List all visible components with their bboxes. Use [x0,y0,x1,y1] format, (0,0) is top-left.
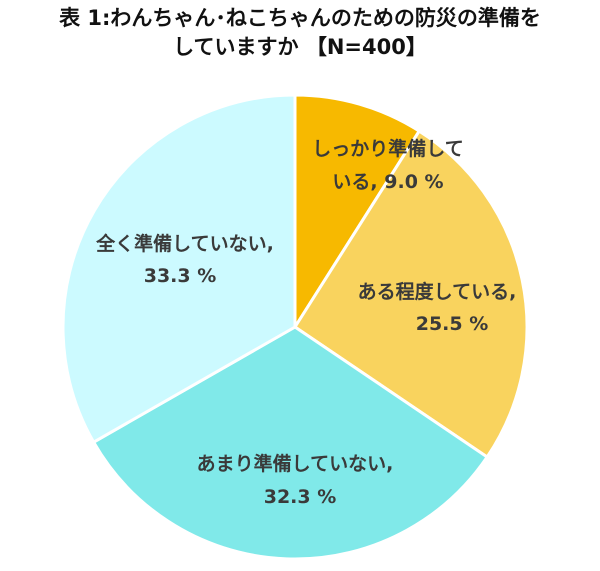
title-line-2: していますか 【N=400】 [173,35,427,59]
data-label: しっかり準備して [312,137,463,160]
pie-slice [293,93,422,333]
pie-slice [91,325,490,561]
data-label: 32.3 % [264,486,337,508]
data-label: ある程度している, [358,280,517,303]
data-label: 全く準備していない, [95,232,274,255]
data-label: いる, 9.0 % [332,171,443,193]
data-label: 25.5 % [416,313,489,335]
chart-title: 表 1:わんちゃん･ねこちゃんのための防災の準備を していますか 【N=400】 [0,4,600,62]
data-label: 33.3 % [144,265,217,287]
title-line-1: 表 1:わんちゃん･ねこちゃんのための防災の準備を [59,6,541,30]
pie-slice [61,93,297,445]
data-label: あまり準備していない, [197,452,394,475]
pie-slice [292,128,529,460]
